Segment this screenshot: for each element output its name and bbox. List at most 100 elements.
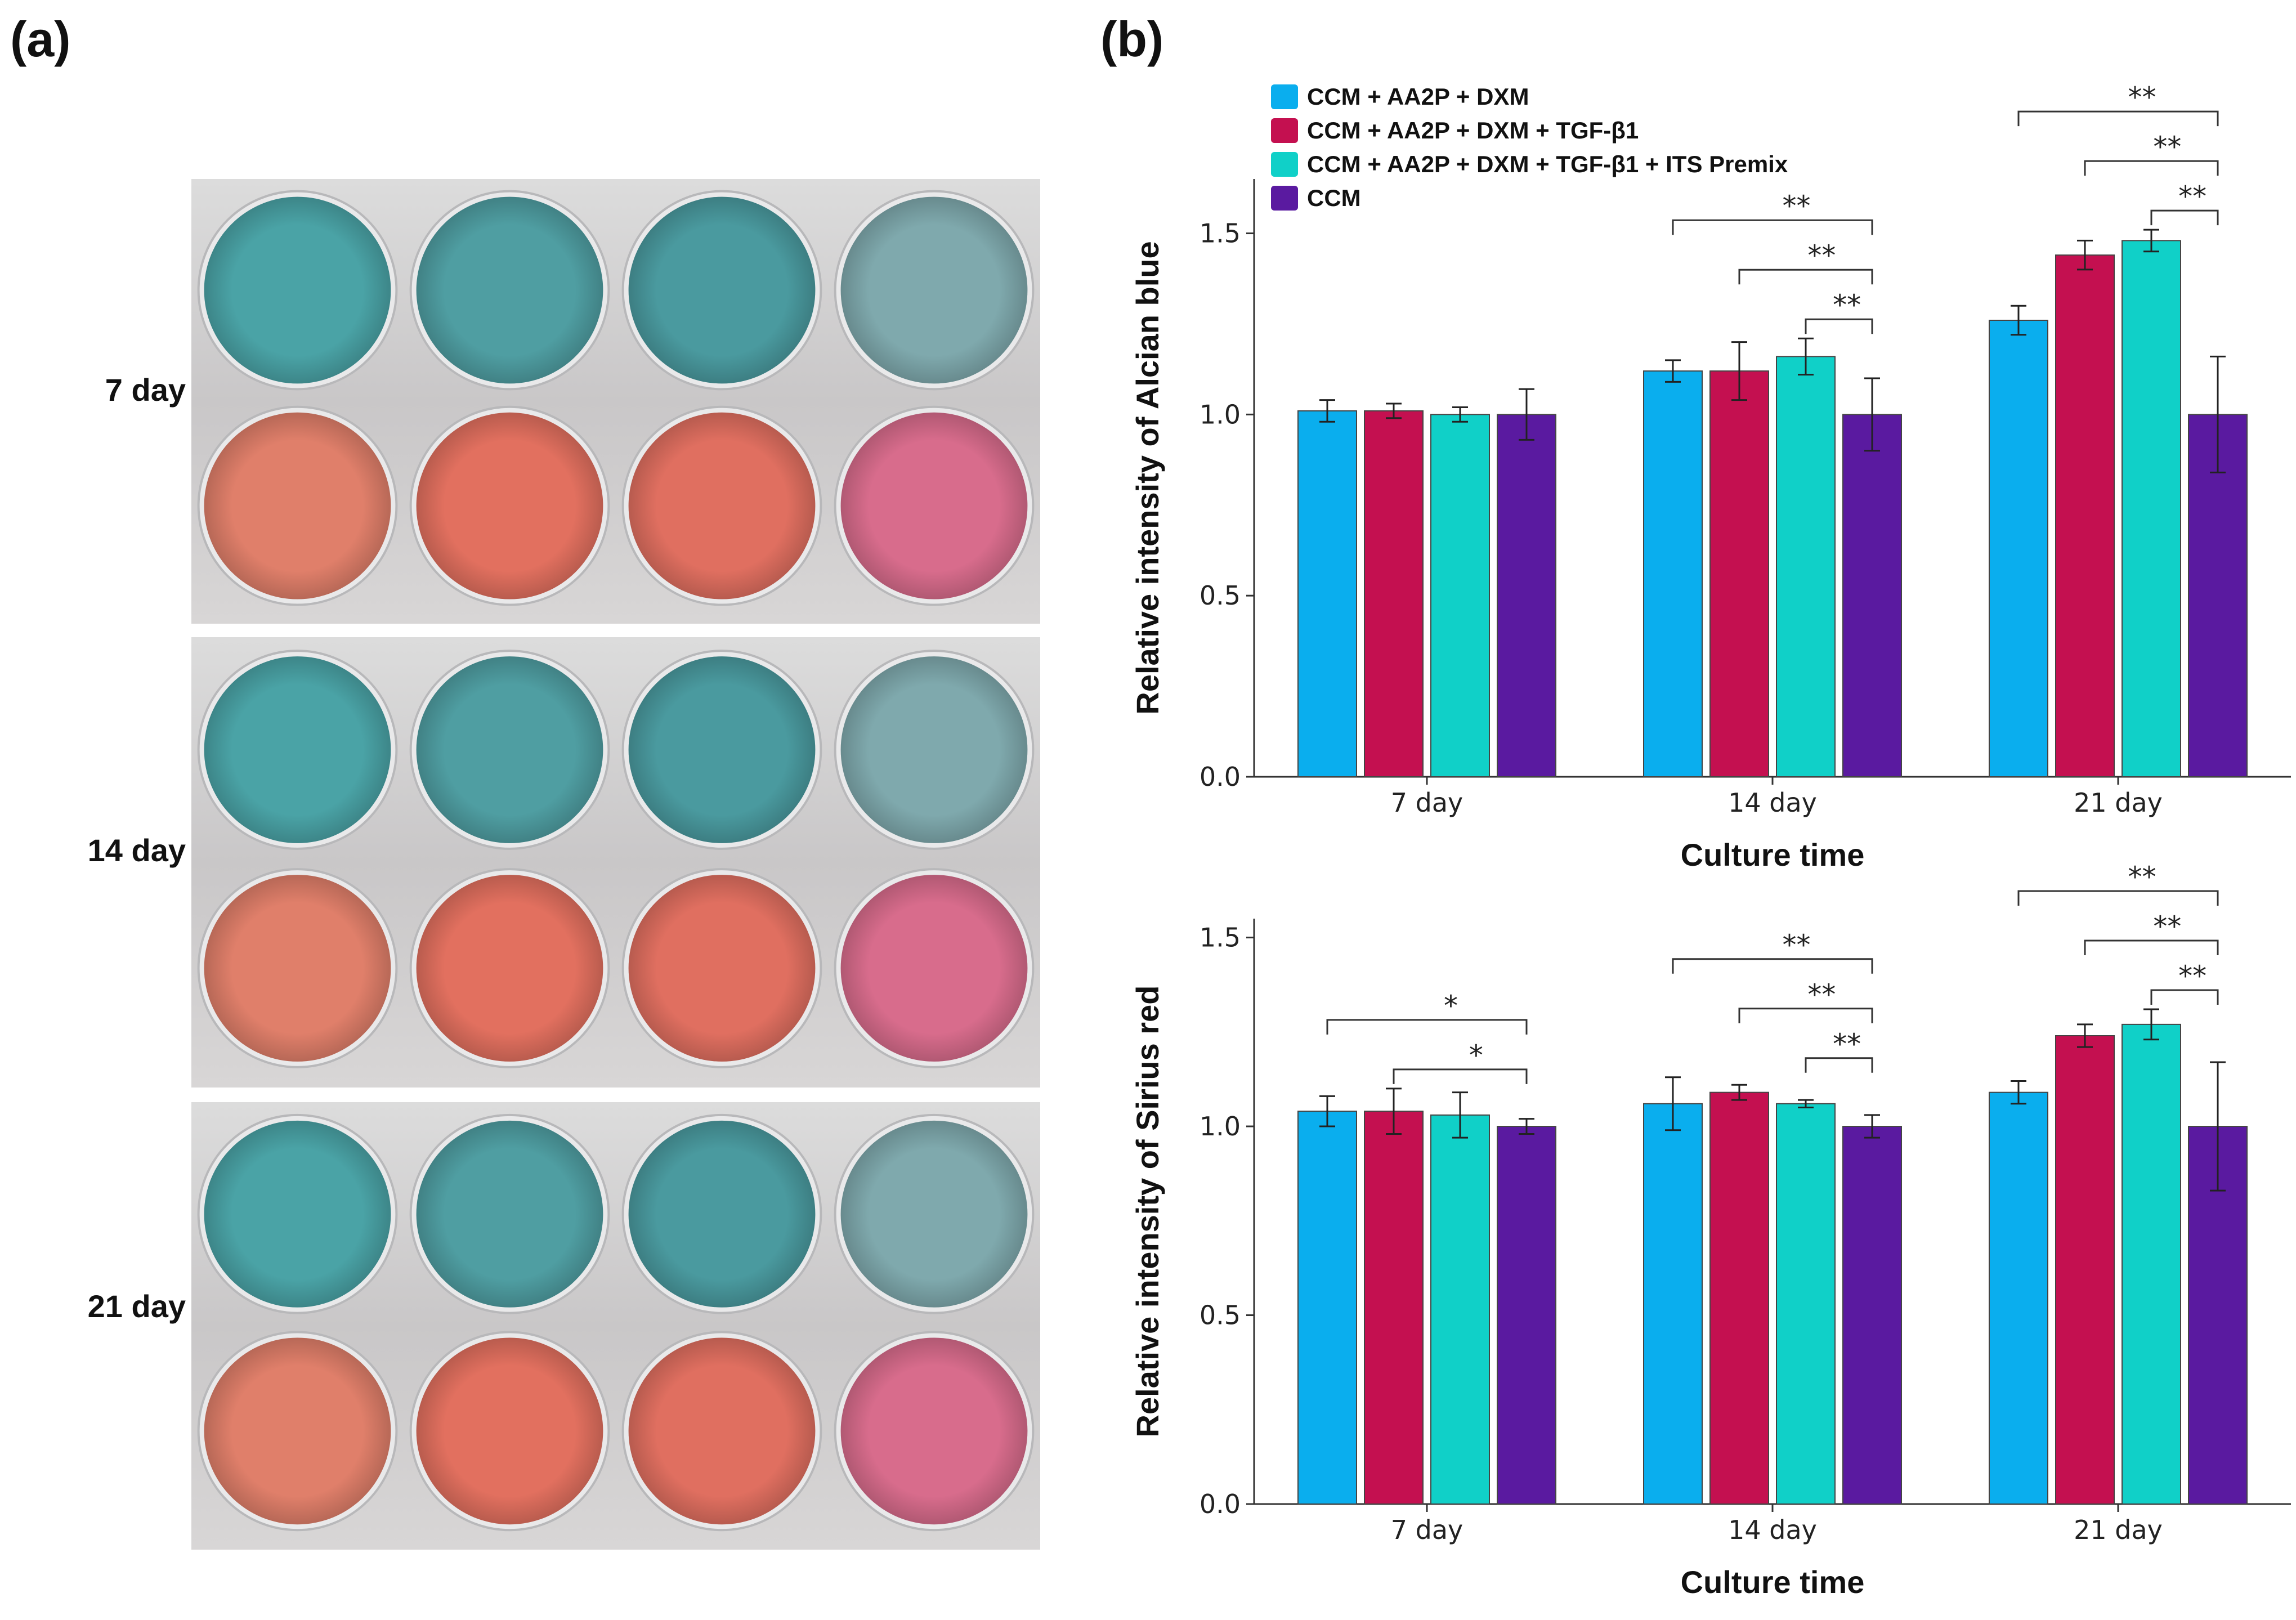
x-tick-label: 7 day [1391, 1515, 1463, 1545]
legend-swatch [1271, 118, 1298, 143]
legend-swatch [1271, 152, 1298, 177]
well-shading [416, 1120, 603, 1308]
significance-bracket [2084, 939, 2219, 956]
well-shading [416, 1337, 603, 1525]
y-tick-label: 0.5 [1200, 580, 1241, 611]
well-shading [204, 875, 391, 1062]
well-shading [204, 656, 391, 843]
y-tick-label: 1.0 [1200, 399, 1241, 429]
bar [1364, 1111, 1424, 1505]
significance-bracket [1672, 958, 1873, 974]
plate-photo [191, 1102, 1040, 1550]
y-tick-label: 0.5 [1200, 1300, 1241, 1331]
legend-entry: CCM + AA2P + DXM [1307, 83, 1529, 110]
photo-row-label: 21 day [88, 1288, 186, 1324]
well-shading [840, 1337, 1028, 1525]
significance-bracket [2017, 110, 2219, 127]
well-shading [840, 412, 1028, 599]
well-shading [628, 656, 816, 843]
bar [1842, 1126, 1902, 1505]
plate-photo [191, 637, 1040, 1088]
well-shading [416, 196, 603, 384]
bar [1776, 1103, 1836, 1505]
well-shading [840, 875, 1028, 1062]
well-shading [840, 196, 1028, 384]
significance-bracket [1738, 268, 1873, 285]
significance-bracket [2150, 989, 2219, 1005]
x-axis-title: Culture time [1681, 1564, 1865, 1600]
well-shading [416, 412, 603, 599]
significance-label: ** [2178, 180, 2207, 213]
significance-label: ** [1782, 929, 1810, 961]
alcian-blue-chart: 0.0 0.5 1.0 1.5 7 day 14 day 21 day ** ** ** ** ** *… [1130, 81, 2291, 872]
significance-label: ** [1833, 289, 1861, 321]
well-shading [204, 1120, 391, 1308]
y-tick-label: 1.5 [1200, 923, 1241, 953]
y-axis-title: Relative intensity of Sirius red [1130, 986, 1165, 1438]
bar [2122, 240, 2181, 778]
well-shading [204, 1337, 391, 1525]
significance-label: ** [2153, 910, 2181, 943]
bar [1842, 414, 1902, 777]
legend-entry: CCM [1307, 185, 1361, 211]
panel-label-a: (a) [10, 11, 71, 67]
bar [1989, 1091, 2048, 1505]
sirius-red-chart: 0.00.51.01.57 day 14 day 21 day***********… [1130, 861, 2291, 1600]
legend-swatch [1271, 84, 1298, 109]
significance-bracket [1393, 1068, 1528, 1084]
x-tick-label: 14 day [1728, 1515, 1817, 1545]
significance-bracket [2017, 890, 2219, 906]
significance-label: ** [2128, 861, 2156, 893]
bar [1430, 1114, 1490, 1505]
significance-bracket [1672, 219, 1873, 235]
significance-label: * [1444, 990, 1458, 1022]
bar [1709, 1091, 1769, 1505]
bar [2055, 1035, 2115, 1505]
bar [1430, 414, 1490, 777]
legend-entry: CCM + AA2P + DXM + TGF-β1 + ITS Premix [1307, 151, 1788, 177]
significance-label: ** [2153, 131, 2181, 163]
bar [1364, 410, 1424, 777]
significance-bracket [1805, 1057, 1873, 1073]
significance-label: ** [1833, 1028, 1861, 1060]
significance-label: * [1469, 1039, 1483, 1072]
y-axis-title: Relative intensity of Alcian blue [1130, 241, 1165, 714]
well-shading [204, 196, 391, 384]
panel-label-b: (b) [1100, 11, 1163, 67]
bar [1709, 370, 1769, 777]
significance-bracket [1326, 1019, 1528, 1035]
y-tick-label: 0.0 [1200, 1489, 1241, 1519]
significance-bracket [1805, 318, 1873, 334]
significance-label: ** [2128, 81, 2156, 114]
well-shading [628, 875, 816, 1062]
legend-entry: CCM + AA2P + DXM + TGF-β1 [1307, 117, 1639, 144]
bar [2055, 254, 2115, 777]
bar [2122, 1023, 2181, 1505]
y-tick-label: 1.5 [1200, 218, 1241, 249]
x-axis-title: Culture time [1681, 837, 1865, 872]
x-tick-label: 21 day [2074, 1515, 2163, 1545]
x-tick-label: 21 day [2074, 787, 2163, 818]
plate-photo [191, 179, 1040, 624]
bar [1297, 1111, 1357, 1505]
well-shading [416, 656, 603, 843]
well-shading [416, 875, 603, 1062]
well-shading [628, 412, 816, 599]
x-tick-label: 14 day [1728, 787, 1817, 818]
significance-label: ** [1807, 239, 1836, 272]
bar [1497, 1126, 1556, 1505]
significance-label: ** [1807, 978, 1836, 1011]
bar [1643, 370, 1703, 777]
well-shading [840, 1120, 1028, 1308]
legend-swatch [1271, 186, 1298, 211]
significance-bracket [2084, 160, 2219, 176]
photo-row-label: 7 day [105, 372, 186, 408]
well-shading [628, 1337, 816, 1525]
legend: CCM + AA2P + DXM CCM + AA2P + DXM + TGF-β… [1271, 83, 1788, 211]
bar [1989, 320, 2048, 777]
well-shading [628, 196, 816, 384]
y-tick-label: 0.0 [1200, 762, 1241, 792]
well-shading [840, 656, 1028, 843]
bar [1497, 414, 1556, 777]
